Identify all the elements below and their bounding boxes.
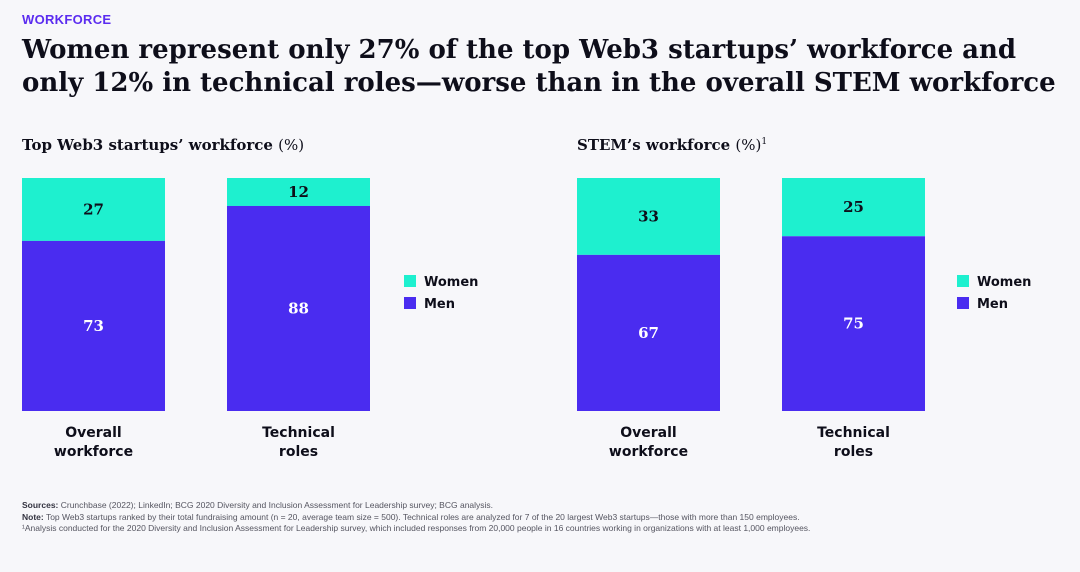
- legend-swatch-women: [957, 275, 969, 287]
- bar-men-0: [577, 254, 720, 411]
- note-text: Top Web3 startups ranked by their total …: [43, 511, 800, 522]
- chart-title-unit: (%): [278, 136, 305, 154]
- legend-swatch-women: [404, 275, 416, 287]
- legend-swatch-men: [404, 297, 416, 309]
- chart-title-stem: STEM’s workforce (%)1: [577, 136, 767, 154]
- chart-title-text: STEM’s workforce: [577, 136, 731, 154]
- category-label: Overall: [65, 425, 121, 441]
- chart-0: 27 73 Overall workforce 12 88 Technical roles Wo…: [22, 178, 478, 460]
- category-label: roles: [834, 444, 873, 460]
- sources-text: Crunchbase (2022); LinkedIn; BCG 2020 Di…: [58, 500, 494, 510]
- legend-label-women: Women: [424, 275, 478, 290]
- category-label: workforce: [54, 444, 133, 460]
- value-label-men: 88: [288, 299, 309, 317]
- stacked-bar-charts: 27 73 Overall workforce 12 88 Technical roles Wo…: [22, 178, 1031, 460]
- legend: Women Men: [957, 275, 1031, 312]
- legend-label-men: Men: [424, 297, 455, 312]
- footer-notes: Sources: Crunchbase (2022); LinkedIn; BC…: [22, 500, 1062, 535]
- legend-swatch-men: [957, 297, 969, 309]
- bar-men-1: [227, 205, 370, 411]
- bar-women-0: [22, 178, 165, 241]
- value-label-women: 33: [638, 207, 659, 225]
- footnote-line: ¹Analysis conducted for the 2020 Diversi…: [22, 523, 811, 533]
- category-label: Overall: [620, 425, 676, 441]
- bar-women-1: [782, 178, 925, 237]
- category-label: workforce: [609, 444, 688, 460]
- sources-line: Sources: Crunchbase (2022); LinkedIn; BC…: [22, 500, 1062, 512]
- legend-label-men: Men: [977, 297, 1008, 312]
- value-label-men: 67: [638, 324, 659, 342]
- value-label-women: 12: [288, 183, 309, 201]
- chart-title-text: Top Web3 startups’ workforce: [22, 136, 273, 154]
- category-label: roles: [279, 444, 318, 460]
- category-label: Technical: [817, 425, 890, 441]
- legend: Women Men: [404, 275, 478, 312]
- chart-1: 33 67 Overall workforce 25 75 Technical roles Wo…: [577, 178, 1031, 460]
- value-label-women: 27: [83, 200, 104, 218]
- footnote-marker: 1: [761, 137, 768, 147]
- legend-label-women: Women: [977, 275, 1031, 290]
- value-label-men: 75: [843, 315, 864, 333]
- sources-label: Sources:: [22, 500, 59, 510]
- value-label-men: 73: [83, 317, 104, 335]
- value-label-women: 25: [843, 198, 864, 216]
- note-line: Note: Top Web3 startups ranked by their …: [22, 512, 1062, 524]
- chart-title-web3: Top Web3 startups’ workforce (%): [22, 136, 304, 154]
- bar-men-0: [22, 240, 165, 411]
- bar-women-1: [227, 178, 370, 206]
- bar-men-1: [782, 236, 925, 411]
- page-title: Women represent only 27% of the top Web3…: [22, 35, 1056, 98]
- chart-title-unit: (%): [735, 136, 762, 154]
- category-label: Technical: [262, 425, 335, 441]
- bar-women-0: [577, 178, 720, 255]
- note-label: Note:: [22, 511, 44, 522]
- section-eyebrow: WORKFORCE: [22, 12, 112, 27]
